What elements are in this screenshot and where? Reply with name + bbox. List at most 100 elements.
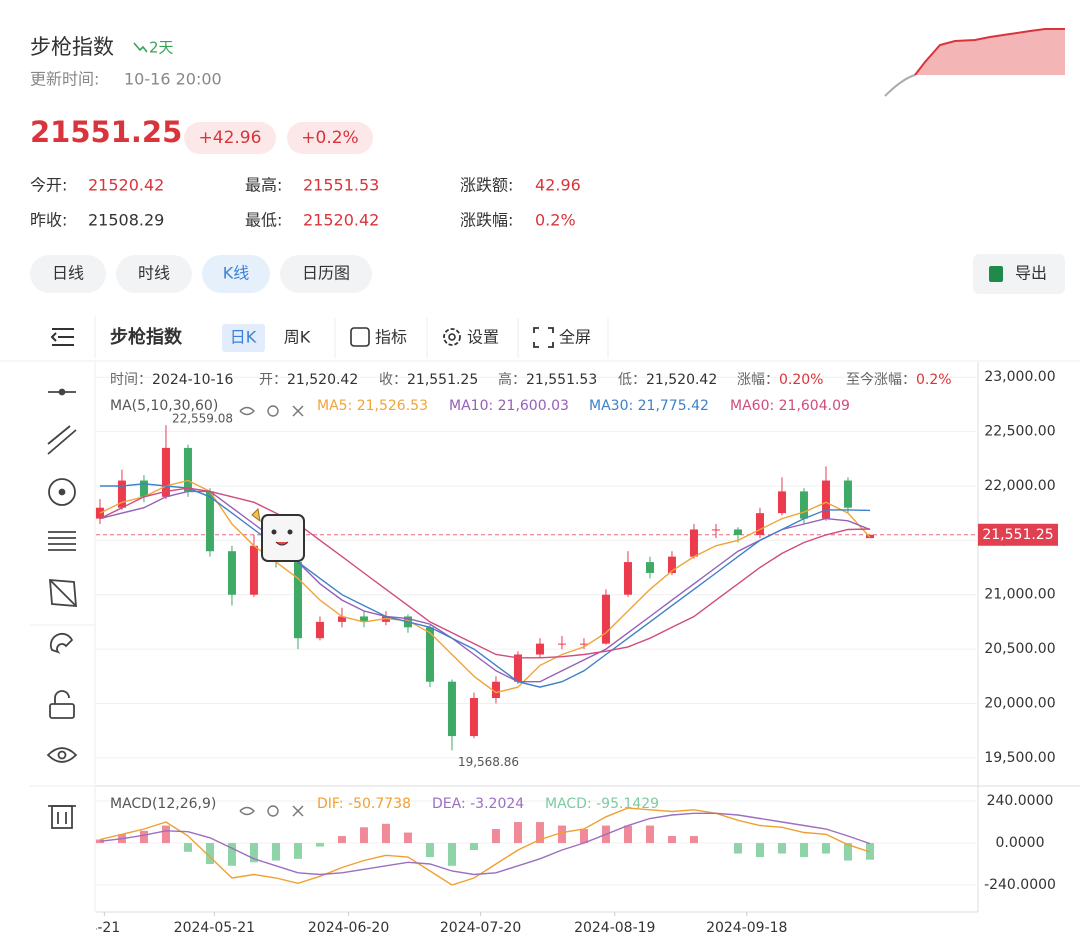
period-day-bg[interactable] — [222, 324, 265, 352]
info-item: 时间：2024-10-16 — [110, 372, 233, 388]
x-tick-label: 2024-08-19 — [574, 920, 655, 936]
candle-body — [205, 491, 214, 552]
macd-bar — [513, 822, 522, 844]
period-week[interactable]: 周K — [284, 328, 311, 347]
macd-legend: MACD: -95.1429 — [545, 796, 659, 812]
macd-bar — [491, 829, 500, 844]
candle-body — [425, 627, 434, 682]
candle-body — [513, 654, 522, 682]
macd-bar — [249, 843, 258, 863]
tab-label[interactable]: K线 — [223, 264, 250, 283]
sparkline — [914, 28, 1065, 76]
info-item: 高：21,551.53 — [498, 371, 597, 388]
y-tick-label: 22,000.00 — [984, 478, 1055, 494]
drawing-tools[interactable] — [46, 388, 78, 829]
info-label: 时间： — [110, 372, 152, 388]
info-value: 0.2% — [916, 372, 952, 388]
tab-label[interactable]: 日线 — [52, 264, 84, 283]
info-item: 开：21,520.42 — [259, 372, 358, 388]
candle-body — [337, 616, 346, 622]
stat-value: 42.96 — [535, 176, 581, 195]
period-day[interactable]: 日K — [230, 328, 257, 347]
stat-value: 0.2% — [535, 211, 576, 230]
tab[interactable] — [116, 255, 192, 293]
macd-bar — [381, 823, 390, 844]
menu-icon[interactable] — [50, 328, 74, 346]
macd-tick-label: -240.0000 — [984, 877, 1056, 893]
candle-body — [293, 562, 302, 639]
stat-label: 今开: — [30, 176, 67, 195]
info-label: 涨幅： — [737, 372, 779, 388]
fullscreen[interactable]: 全屏 — [559, 328, 591, 347]
tab-label[interactable]: 日历图 — [302, 264, 350, 283]
macd-bar — [205, 843, 214, 865]
y-tick-label: 19,500.00 — [984, 750, 1055, 766]
macd-bar — [447, 843, 456, 866]
settings-icon-core — [448, 333, 456, 341]
macd-bar — [557, 825, 566, 844]
macd-bar — [95, 839, 104, 844]
macd-bar — [733, 843, 742, 854]
macd-tick-label: 0.0000 — [996, 835, 1045, 851]
candle-body — [227, 551, 236, 595]
last-price-label: 21,551.25 — [982, 527, 1053, 543]
macd-bar — [183, 843, 192, 852]
legend-entry: MA5: 21,526.53 — [317, 398, 428, 414]
macd-bar — [315, 843, 324, 847]
ma-line — [99, 479, 871, 694]
change: +42.96 — [199, 128, 262, 148]
dif-legend: DIF: -50.7738 — [317, 796, 411, 812]
candle-body — [601, 594, 610, 644]
trend-icon — [133, 42, 148, 53]
info-item: 涨幅：0.20% — [737, 372, 823, 388]
ma-line — [100, 483, 871, 688]
tab[interactable] — [202, 255, 270, 293]
info-value: 21,551.53 — [526, 372, 597, 388]
info-label: 高： — [498, 371, 526, 388]
info-value: 21,520.42 — [287, 372, 358, 388]
indicator[interactable]: 指标 — [375, 328, 407, 347]
info-label: 收： — [379, 372, 407, 388]
macd-bar — [755, 843, 764, 858]
settings[interactable]: 设置 — [467, 328, 499, 347]
candle-body — [469, 698, 478, 737]
x-tick-label: 2024-05-21 — [174, 920, 255, 936]
candle-body — [359, 616, 368, 622]
update-time: 10-16 20:00 — [124, 70, 222, 89]
mascot[interactable] — [251, 507, 305, 562]
macd-bar — [359, 827, 368, 844]
macd-bar — [271, 843, 280, 861]
high-note: 22,559.08 — [172, 412, 233, 426]
candle-body — [689, 529, 698, 557]
macd-bar — [777, 843, 786, 854]
ma-legend-icons[interactable] — [239, 405, 304, 417]
candle-body — [799, 491, 808, 519]
tab[interactable] — [280, 255, 372, 293]
change-pct: +0.2% — [301, 128, 358, 148]
info-value: 21,520.42 — [646, 372, 717, 388]
y-tick-label: 21,000.00 — [984, 587, 1055, 603]
fullscreen-icon[interactable] — [533, 327, 554, 348]
settings-icon[interactable] — [443, 328, 461, 346]
indicator-icon[interactable] — [350, 327, 370, 347]
macd-bar — [689, 836, 698, 844]
dea-line — [99, 812, 871, 876]
macd-bar — [645, 825, 654, 844]
export-label[interactable]: 导出 — [1015, 264, 1047, 283]
update-label: 更新时间: — [30, 70, 99, 89]
macd-bar — [469, 843, 478, 851]
candle-body — [777, 491, 786, 514]
x-axis-labels: 4-21 2024-05-21 2024-06-20 2024-07-20 2024-0… — [96, 912, 787, 936]
x-tick-label: 2024-06-20 — [308, 920, 389, 936]
stat-label: 涨跌额: — [460, 176, 513, 195]
export-button[interactable] — [973, 254, 1065, 294]
tab[interactable] — [30, 255, 106, 293]
macd-title: MACD(12,26,9) — [110, 796, 216, 812]
excel-icon — [989, 266, 1003, 282]
candle-body — [117, 480, 126, 508]
tab-label[interactable]: 时线 — [138, 264, 170, 283]
candle-body — [755, 513, 764, 535]
macd-legend-icons[interactable] — [239, 805, 304, 817]
candle-body — [491, 681, 500, 699]
trend: 2天 — [149, 39, 174, 57]
